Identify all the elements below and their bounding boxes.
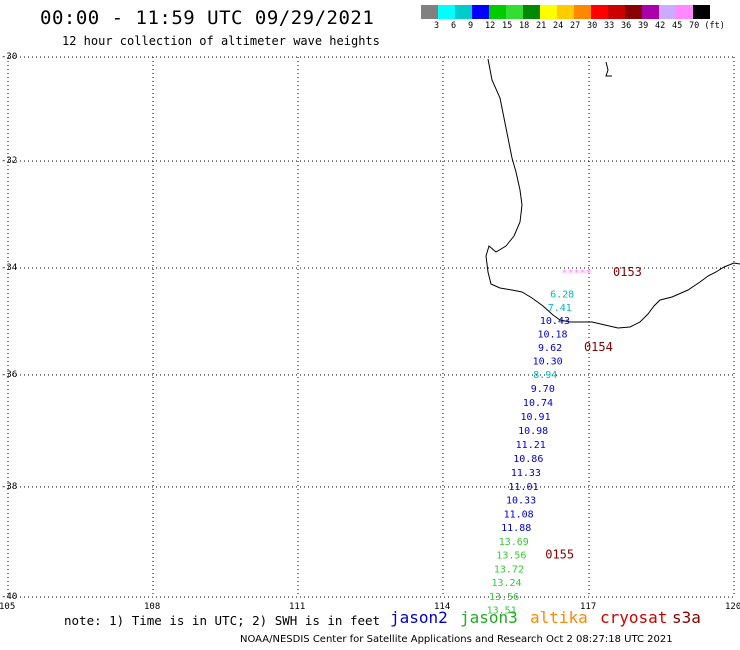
color-scale-label: 36: [621, 21, 632, 31]
pass-time-label: 0154: [584, 340, 613, 354]
color-scale-label: 6: [451, 21, 457, 31]
color-swatch: [540, 5, 557, 19]
satellite-legend-item: jason3: [460, 608, 518, 627]
swh-value: 10.74: [523, 398, 553, 409]
longitude-tick-label: 117: [580, 602, 597, 612]
swh-value: 9.70: [531, 384, 555, 395]
color-scale-bar: [421, 5, 710, 19]
color-swatch: [608, 5, 625, 19]
color-scale-label: 45: [672, 21, 683, 31]
color-swatch: [455, 5, 472, 19]
map-title: 00:00 - 11:59 UTC 09/29/2021: [40, 7, 375, 29]
color-swatch: [489, 5, 506, 19]
satellite-legend-item: cryosat: [600, 608, 668, 627]
latitude-tick-label: -34: [1, 263, 18, 273]
pass-time-label: 0155: [545, 548, 574, 562]
color-scale-labels: 3 6 9 12 15 18 21 24 27 30 33 36 39 42 45 70 (ft): [421, 21, 740, 33]
swh-value: 13.72: [494, 564, 524, 575]
swh-value: 11.21: [516, 440, 546, 451]
swh-value: 11.08: [504, 509, 534, 520]
color-swatch: [659, 5, 676, 19]
color-scale-label: 9: [468, 21, 474, 31]
swh-value: 11.33: [511, 468, 541, 479]
color-scale-label: 21: [536, 21, 547, 31]
longitude-tick-label: 108: [144, 602, 161, 612]
color-scale-label: 42: [655, 21, 666, 31]
color-scale-label: 27: [570, 21, 581, 31]
longitude-tick-label: 111: [289, 602, 306, 612]
swh-value: 13.51: [487, 606, 517, 617]
swh-value: 10.43: [540, 316, 570, 327]
swh-value: 11.88: [501, 523, 531, 534]
color-swatch: [472, 5, 489, 19]
color-scale-label: 30: [587, 21, 598, 31]
longitude-tick-label: 114: [434, 602, 451, 612]
footer-note: note: 1) Time is in UTC; 2) SWH is in fe…: [64, 613, 381, 628]
color-swatch: [642, 5, 659, 19]
swh-value: 10.86: [513, 454, 543, 465]
color-swatch: [421, 5, 438, 19]
latitude-tick-label: -30: [1, 52, 18, 62]
color-scale-label: 70 (ft): [689, 21, 725, 31]
satellite-legend-item: altika: [530, 608, 588, 627]
credit-line: NOAA/NESDIS Center for Satellite Applica…: [240, 634, 673, 645]
color-swatch: [693, 5, 710, 19]
lat-lon-grid: [7, 56, 735, 598]
color-scale-label: 18: [519, 21, 530, 31]
swh-value: 10.33: [506, 496, 536, 507]
swh-value: 13.69: [499, 537, 529, 548]
australia-coastline: [485, 58, 740, 329]
color-scale-label: 3: [434, 21, 440, 31]
longitude-tick-label: 105: [0, 602, 16, 612]
latitude-tick-label: -38: [1, 482, 18, 492]
swh-value: 7.41: [548, 303, 572, 314]
latitude-tick-label: -32: [1, 156, 18, 166]
color-swatch: [574, 5, 591, 19]
swh-value: 11.01: [508, 482, 538, 493]
longitude-tick-label: 120: [725, 602, 740, 612]
latitude-tick-label: -40: [1, 592, 18, 602]
swh-value: 13.24: [491, 578, 521, 589]
swh-value: 10.91: [521, 412, 551, 423]
swh-value: 10.30: [533, 356, 563, 367]
map-subtitle: 12 hour collection of altimeter wave hei…: [62, 34, 380, 48]
color-scale-label: 24: [553, 21, 564, 31]
color-swatch: [591, 5, 608, 19]
color-scale-label: 15: [502, 21, 513, 31]
swh-value: 9.62: [538, 343, 562, 354]
color-swatch: [438, 5, 455, 19]
color-swatch: [676, 5, 693, 19]
satellite-legend-item: jason2: [390, 608, 448, 627]
rottnest-island: [605, 61, 612, 77]
color-swatch: [625, 5, 642, 19]
pass-time-label: 0153: [613, 265, 642, 279]
altimeter-tracks: ***** 6.28 7.41 10.43 10.18 9.62 10.30 8.94 9.70…: [487, 265, 642, 616]
color-swatch: [523, 5, 540, 19]
swh-value: 13.56: [496, 551, 526, 562]
color-scale-label: 33: [604, 21, 615, 31]
color-scale-label: 39: [638, 21, 649, 31]
color-scale-label: 12: [485, 21, 496, 31]
swh-value: *****: [562, 268, 592, 279]
color-swatch: [506, 5, 523, 19]
swh-value: 13.56: [489, 592, 519, 603]
swh-value: 10.98: [518, 426, 548, 437]
swh-value: 6.28: [550, 289, 574, 300]
satellite-legend-item: s3a: [672, 608, 701, 627]
swh-value: 8.94: [533, 370, 557, 381]
color-swatch: [557, 5, 574, 19]
swh-value: 10.18: [537, 330, 567, 341]
latitude-tick-label: -36: [1, 370, 18, 380]
